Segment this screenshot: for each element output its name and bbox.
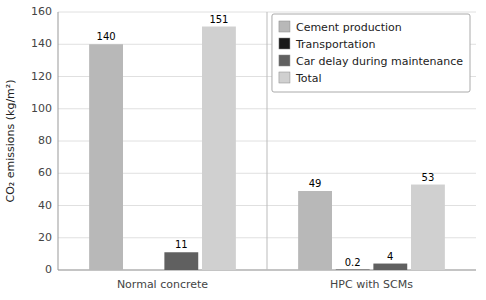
- y-axis-line: [58, 12, 59, 270]
- y-tick-label: 160: [31, 5, 52, 18]
- bar: [127, 270, 161, 271]
- y-tick-label: 40: [38, 199, 52, 212]
- chart-container: 0 20 40 60 80 100 120 140 160 CO₂ emissions (kg/m…: [0, 0, 486, 300]
- legend-label: Cement production: [296, 21, 402, 34]
- data-label: 140: [97, 31, 116, 42]
- data-label: 4: [387, 251, 393, 262]
- bar: [336, 269, 370, 270]
- y-tick-label: 0: [45, 263, 52, 276]
- legend-label: Total: [295, 72, 322, 85]
- data-label: 0.2: [345, 257, 361, 268]
- legend-label: Car delay during maintenance: [296, 55, 463, 68]
- legend: Cement production Transportation Car delay…: [272, 14, 470, 92]
- bar: [164, 252, 198, 270]
- y-tick-label: 60: [38, 166, 52, 179]
- y-tick-label: 20: [38, 231, 52, 244]
- bar: [373, 264, 407, 270]
- chart-svg: 0 20 40 60 80 100 120 140 160 CO₂ emissions (kg/m…: [0, 0, 486, 300]
- bar: [89, 44, 123, 270]
- group-divider: [267, 12, 268, 270]
- bar: [202, 27, 236, 270]
- legend-swatch: [279, 38, 290, 49]
- legend-swatch: [279, 55, 290, 66]
- data-label: 151: [209, 14, 228, 25]
- bar: [411, 185, 445, 270]
- data-label: 53: [422, 172, 435, 183]
- data-label: 49: [309, 178, 322, 189]
- x-tick-label: HPC with SCMs: [330, 278, 413, 291]
- data-label: 11: [175, 239, 188, 250]
- y-tick-label: 80: [38, 134, 52, 147]
- legend-label: Transportation: [295, 38, 375, 51]
- y-tick-label: 140: [31, 37, 52, 50]
- grid: [58, 12, 476, 270]
- legend-frame: [272, 14, 470, 92]
- y-axis-label: CO₂ emissions (kg/m²): [4, 80, 17, 203]
- x-axis: Normal concrete HPC with SCMs: [117, 278, 413, 291]
- x-tick-label: Normal concrete: [117, 278, 208, 291]
- legend-swatch: [279, 72, 290, 83]
- legend-swatch: [279, 21, 290, 32]
- bar: [298, 191, 332, 270]
- y-tick-label: 120: [31, 70, 52, 83]
- y-axis: 0 20 40 60 80 100 120 140 160: [31, 5, 58, 276]
- y-tick-label: 100: [31, 102, 52, 115]
